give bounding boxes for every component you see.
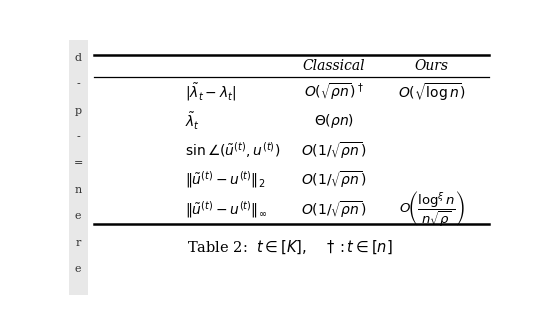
Text: -: - [76,79,80,89]
Text: $O(\sqrt{\rho n})^\dagger$: $O(\sqrt{\rho n})^\dagger$ [304,81,364,102]
Text: $\|\tilde{u}^{(t)} - u^{(t)}\|_2$: $\|\tilde{u}^{(t)} - u^{(t)}\|_2$ [185,169,266,190]
Text: d: d [75,53,82,63]
Text: Classical: Classical [302,59,366,73]
Text: $\sin \angle(\tilde{u}^{(t)}, u^{(t)})$: $\sin \angle(\tilde{u}^{(t)}, u^{(t)})$ [185,140,281,160]
Text: Table 2:  $t \in [K], \quad \dagger: t \in [n]$: Table 2: $t \in [K], \quad \dagger: t \i… [186,238,392,256]
Text: Ours: Ours [415,59,449,73]
Text: -: - [76,132,80,142]
Text: $O(1/\sqrt{\rho n})$: $O(1/\sqrt{\rho n})$ [301,140,367,161]
Text: n: n [75,185,82,195]
Text: $O\!\left(\dfrac{\log^\xi n}{n\sqrt{\rho}}\right)$: $O\!\left(\dfrac{\log^\xi n}{n\sqrt{\rho… [398,190,465,229]
Text: $|\tilde{\lambda}_t - \lambda_t|$: $|\tilde{\lambda}_t - \lambda_t|$ [185,81,237,103]
Text: e: e [75,211,81,221]
Text: p: p [75,106,82,116]
Bar [68,40,88,295]
Text: $\tilde{\lambda}_t$: $\tilde{\lambda}_t$ [185,111,201,132]
Text: $O(1/\sqrt{\rho n})$: $O(1/\sqrt{\rho n})$ [301,199,367,220]
Text: $\|\tilde{u}^{(t)} - u^{(t)}\|_\infty$: $\|\tilde{u}^{(t)} - u^{(t)}\|_\infty$ [185,199,267,220]
Text: =: = [73,158,83,168]
Text: r: r [76,238,81,248]
Text: $\Theta(\rho n)$: $\Theta(\rho n)$ [314,112,354,130]
Text: e: e [75,264,81,274]
Text: $O(\sqrt{\log n})$: $O(\sqrt{\log n})$ [397,81,466,103]
Text: $O(1/\sqrt{\rho n})$: $O(1/\sqrt{\rho n})$ [301,169,367,190]
